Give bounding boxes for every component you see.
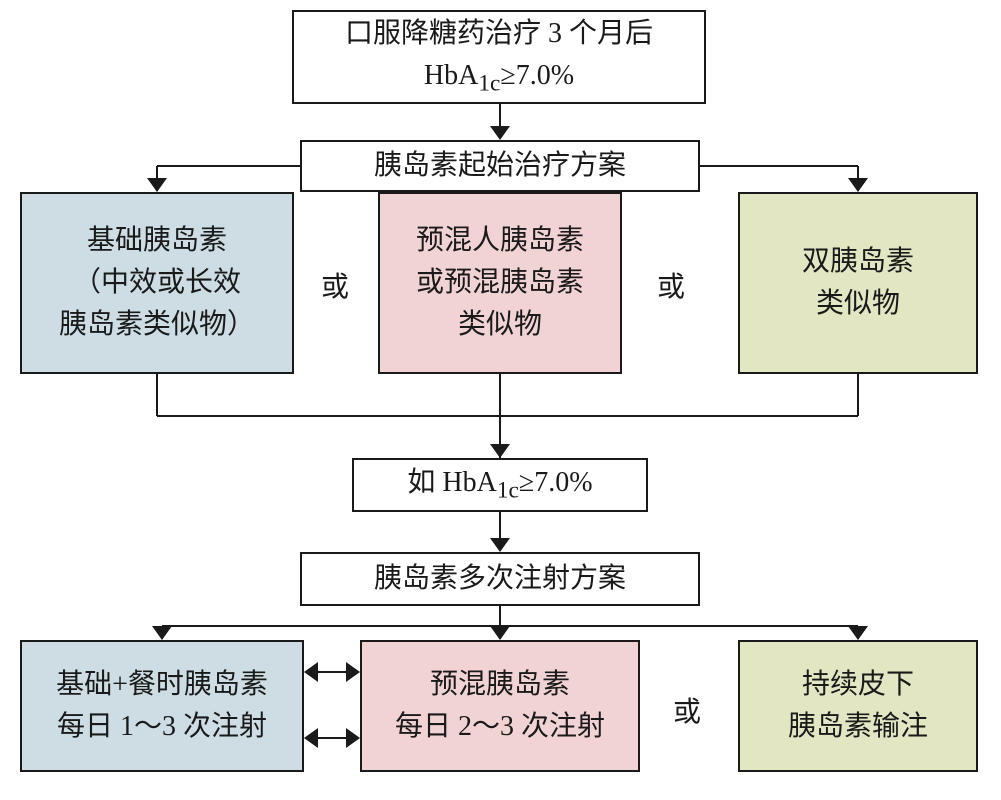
split-head-c: [848, 626, 868, 640]
node-n6a-line: 基础+餐时胰岛素: [56, 664, 268, 706]
node-n3c-line: 双胰岛素: [802, 241, 914, 283]
node-n3a-line: 胰岛素类似物）: [59, 304, 255, 346]
node-n3b-line: 预混人胰岛素: [416, 220, 584, 262]
or-label-0: 或: [310, 265, 360, 305]
arrowhead-1: [490, 444, 510, 458]
node-n2-line: 胰岛素起始治疗方案: [374, 145, 626, 187]
node-n3c-line: 类似物: [816, 283, 900, 325]
node-n3a-line: 基础胰岛素: [87, 220, 227, 262]
node-n6c-line: 持续皮下: [802, 664, 914, 706]
node-n5: 胰岛素多次注射方案: [300, 552, 700, 606]
node-n6c: 持续皮下胰岛素输注: [738, 640, 978, 772]
node-n1-line: 口服降糖药治疗 3 个月后: [345, 13, 653, 55]
node-n5-line: 胰岛素多次注射方案: [374, 558, 626, 600]
split-head-a: [152, 626, 172, 640]
node-n4: 如 HbA1c≥7.0%: [352, 458, 648, 512]
node-n2: 胰岛素起始治疗方案: [300, 140, 700, 192]
node-n6a-line: 每日 1～3 次注射: [57, 706, 267, 748]
arrowhead-0: [490, 126, 510, 140]
arrowhead-2: [490, 538, 510, 552]
node-n3b-line: 类似物: [458, 304, 542, 346]
node-n3b: 预混人胰岛素或预混胰岛素类似物: [378, 192, 622, 374]
node-n1-line: HbA1c≥7.0%: [424, 55, 574, 102]
node-n3a-line: （中效或长效: [73, 262, 241, 304]
bidir-head-l-0: [304, 662, 318, 682]
node-n1: 口服降糖药治疗 3 个月后HbA1c≥7.0%: [292, 10, 706, 104]
node-n3a: 基础胰岛素（中效或长效胰岛素类似物）: [20, 192, 294, 374]
flowchart-canvas: 口服降糖药治疗 3 个月后HbA1c≥7.0% 胰岛素起始治疗方案基础胰岛素（中效…: [0, 0, 1001, 800]
node-n6b-line: 每日 2～3 次注射: [395, 706, 605, 748]
branch-top-left-head: [147, 178, 167, 192]
bidir-head-l-1: [304, 728, 318, 748]
node-n4-line: 如 HbA1c≥7.0%: [407, 462, 592, 509]
split-head-b: [490, 626, 510, 640]
node-n6c-line: 胰岛素输注: [788, 706, 928, 748]
bidir-head-r-1: [346, 728, 360, 748]
node-n6b-line: 预混胰岛素: [430, 664, 570, 706]
node-n3c: 双胰岛素类似物: [738, 192, 978, 374]
node-n3b-line: 或预混胰岛素: [416, 262, 584, 304]
or-label-1: 或: [646, 265, 696, 305]
or-label-2: 或: [662, 690, 712, 730]
bidir-head-r-0: [346, 662, 360, 682]
node-n6b: 预混胰岛素每日 2～3 次注射: [360, 640, 640, 772]
node-n6a: 基础+餐时胰岛素每日 1～3 次注射: [20, 640, 304, 772]
branch-top-right-head: [848, 178, 868, 192]
